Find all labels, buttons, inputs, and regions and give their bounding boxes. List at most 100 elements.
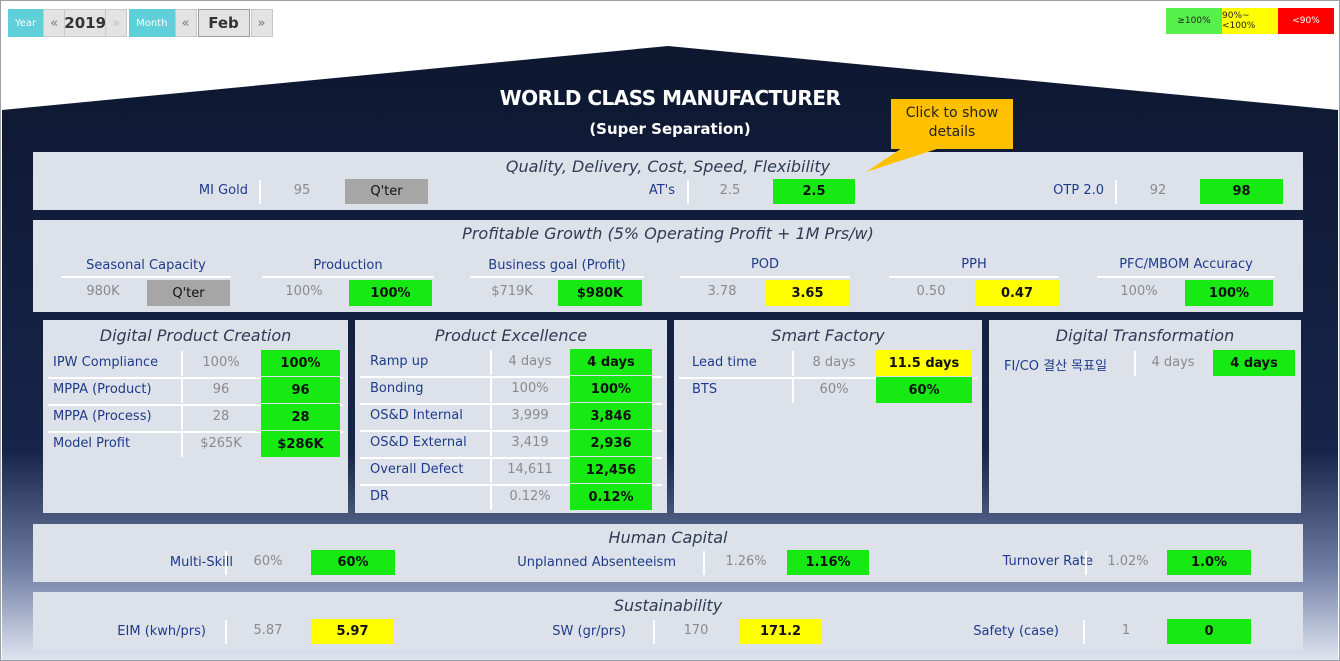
kpi-label: FI/CO 결산 목표일 [1004, 359, 1108, 374]
kpi-current[interactable]: 2.5 [773, 179, 855, 204]
kpi-current[interactable]: 28 [261, 404, 340, 430]
kpi-prev: 95 [259, 180, 343, 204]
kpi-current[interactable]: 11.5 days [876, 350, 972, 376]
kpi-prev: $719K [491, 284, 533, 299]
kpi-label: OTP 2.0 [1053, 183, 1104, 198]
month-prev-button[interactable]: « [174, 9, 197, 37]
kpi-label: MPPA (Process) [53, 409, 152, 424]
kpi-current[interactable]: 100% [570, 376, 652, 402]
period-selector: Year « 2019 » Month « Feb » [8, 8, 273, 38]
year-next-button[interactable]: » [105, 9, 128, 37]
kpi-current[interactable]: 60% [876, 377, 972, 403]
kpi-current[interactable]: 98 [1200, 179, 1283, 204]
kpi-prev: 3,419 [490, 431, 568, 456]
panel-profitable-growth: Profitable Growth (5% Operating Profit +… [33, 220, 1303, 312]
callout-pointer [866, 148, 940, 172]
kpi-label: Model Profit [53, 436, 131, 451]
kpi-current[interactable]: 4 days [570, 349, 652, 375]
kpi-current[interactable]: 96 [261, 377, 340, 403]
kpi-prev: 980K [86, 284, 120, 299]
panel-sustainability: Sustainability EIM (kwh/prs) 5.87 5.97 S… [33, 592, 1303, 650]
kpi-label: Unplanned Absenteeism [517, 555, 676, 570]
kpi-prev: 60% [792, 378, 874, 403]
kpi-prev: 4 days [1134, 351, 1210, 376]
kpi-label: Safety (case) [973, 624, 1059, 639]
kpi-current[interactable]: 2,936 [570, 430, 652, 456]
legend-green: ≥100% [1166, 8, 1222, 34]
year-label: Year [8, 9, 44, 37]
kpi-label: Overall Defect [370, 462, 464, 477]
kpi-current[interactable]: 0.12% [570, 484, 652, 510]
kpi-current[interactable]: 3.65 [766, 280, 849, 306]
kpi-current[interactable]: 100% [349, 280, 432, 306]
kpi-current[interactable]: 60% [311, 550, 395, 575]
kpi-current[interactable]: 12,456 [570, 457, 652, 483]
panel-quality: Quality, Delivery, Cost, Speed, Flexibil… [33, 152, 1303, 210]
kpi-label: PFC/MBOM Accuracy [1119, 257, 1253, 272]
kpi-label: Ramp up [370, 354, 429, 369]
panel-human-capital: Human Capital Multi-Skill 60% 60% Unplan… [33, 524, 1303, 582]
kpi-current[interactable]: 3,846 [570, 403, 652, 429]
month-next-button[interactable]: » [250, 9, 273, 37]
kpi-prev: 1.26% [703, 551, 787, 575]
panel-digital-transformation: Digital Transformation FI/CO 결산 목표일 4 da… [989, 320, 1301, 513]
kpi-label: Multi-Skill [169, 555, 233, 570]
panel-digital-product-creation: Digital Product Creation IPW Compliance … [43, 320, 348, 513]
panel-title: Digital Product Creation [99, 326, 292, 345]
kpi-prev: 60% [225, 551, 309, 575]
kpi-label: POD [750, 257, 780, 272]
kpi-label: SW (gr/prs) [552, 624, 626, 639]
kpi-label: Bonding [370, 381, 424, 396]
kpi-label: EIM (kwh/prs) [117, 624, 206, 639]
callout-show-details[interactable]: Click to show details [891, 99, 1013, 149]
kpi-label: PPH [961, 257, 987, 272]
kpi-label: OS&D External [370, 435, 467, 450]
kpi-label: Lead time [692, 355, 757, 370]
kpi-label: MI Gold [198, 183, 248, 198]
kpi-label: AT's [648, 183, 675, 198]
panel-title: Sustainability [613, 596, 723, 615]
kpi-label: BTS [692, 382, 718, 397]
kpi-prev: 170 [653, 620, 737, 644]
kpi-current[interactable]: 100% [1185, 280, 1273, 306]
kpi-current[interactable]: 5.97 [311, 619, 394, 644]
month-value[interactable]: Feb [197, 9, 250, 37]
month-label: Month [129, 9, 175, 37]
year-prev-button[interactable]: « [43, 9, 66, 37]
kpi-prev: 0.12% [490, 485, 568, 510]
kpi-current[interactable]: Q'ter [345, 179, 428, 204]
kpi-label: IPW Compliance [53, 355, 159, 370]
kpi-prev: $265K [181, 432, 259, 457]
legend-yellow: 90%~<100% [1222, 8, 1278, 34]
panel-title: Digital Transformation [1055, 326, 1235, 345]
kpi-label: DR [370, 489, 390, 504]
panel-title: Smart Factory [771, 326, 885, 345]
kpi-current[interactable]: 1.16% [787, 550, 869, 575]
panel-title: Product Excellence [434, 326, 588, 345]
kpi-prev: 14,611 [490, 458, 568, 483]
panel-product-excellence: Product Excellence Ramp up 4 days 4 days… [355, 320, 667, 513]
kpi-prev: 4 days [490, 350, 568, 375]
kpi-label: MPPA (Product) [53, 382, 152, 397]
kpi-current[interactable]: 1.0% [1167, 550, 1251, 575]
kpi-prev: 100% [285, 284, 323, 299]
kpi-current[interactable]: 100% [261, 350, 340, 376]
kpi-current[interactable]: 0.47 [975, 280, 1059, 306]
panel-title: Profitable Growth (5% Operating Profit +… [462, 224, 874, 243]
kpi-prev: 100% [490, 377, 568, 402]
year-value[interactable]: 2019 [64, 9, 106, 37]
kpi-current[interactable]: Q'ter [147, 280, 230, 306]
kpi-label: Business goal (Profit) [488, 258, 626, 273]
kpi-current[interactable]: 4 days [1213, 350, 1295, 376]
kpi-prev: 2.5 [687, 180, 771, 204]
kpi-label: Turnover Rate [1002, 554, 1094, 569]
house-title: WORLD CLASS MANUFACTURER [499, 86, 841, 110]
kpi-current[interactable]: $286K [261, 431, 340, 457]
kpi-current[interactable]: 0 [1167, 619, 1251, 644]
kpi-prev: 1 [1083, 620, 1167, 644]
kpi-current[interactable]: 171.2 [739, 619, 822, 644]
kpi-label: OS&D Internal [370, 408, 463, 423]
panel-title: Quality, Delivery, Cost, Speed, Flexibil… [505, 157, 831, 176]
kpi-current[interactable]: $980K [558, 280, 642, 306]
kpi-prev: 100% [181, 351, 259, 376]
